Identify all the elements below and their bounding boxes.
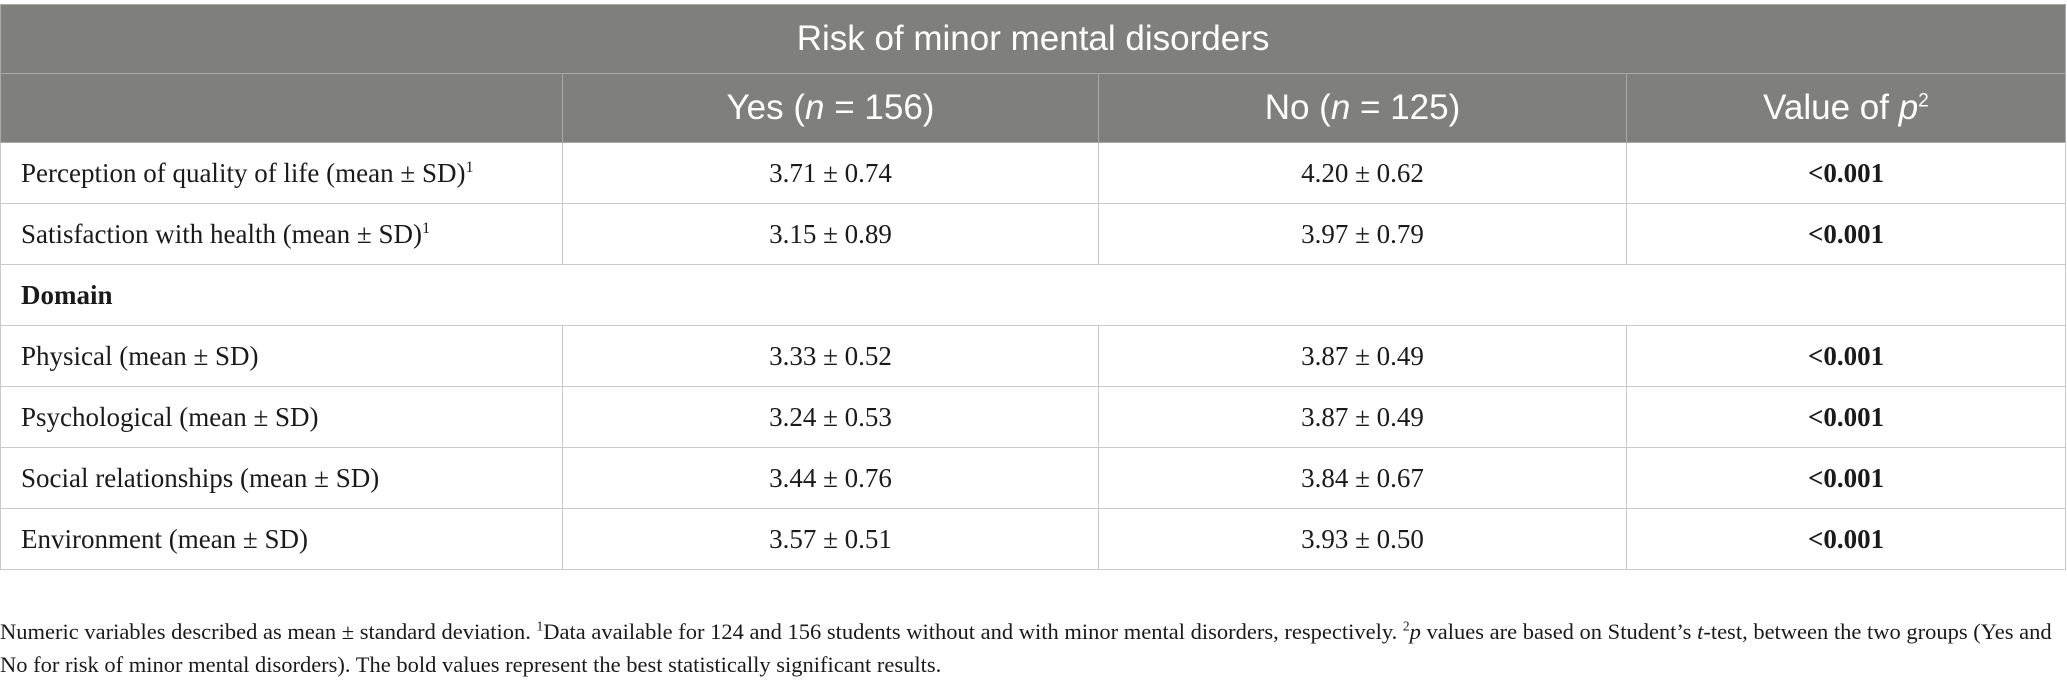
cell-p-value: <0.001 (1625, 508, 2067, 570)
cell-p-value: <0.001 (1625, 203, 2067, 265)
cell-p-value: <0.001 (1625, 386, 2067, 448)
cell-no: 4.20 ± 0.62 (1098, 142, 1627, 204)
row-label: Psychological (mean ± SD) (0, 386, 563, 448)
cell-yes: 3.44 ± 0.76 (562, 447, 1099, 509)
cell-yes: 3.71 ± 0.74 (562, 142, 1099, 204)
cell-no: 3.84 ± 0.67 (1098, 447, 1627, 509)
cell-yes: 3.24 ± 0.53 (562, 386, 1099, 448)
header-no: No (n = 125) (1098, 73, 1627, 143)
cell-yes: 3.33 ± 0.52 (562, 325, 1099, 387)
cell-no: 3.93 ± 0.50 (1098, 508, 1627, 570)
cell-yes: 3.57 ± 0.51 (562, 508, 1099, 570)
header-empty (0, 73, 563, 143)
cell-no: 3.87 ± 0.49 (1098, 386, 1627, 448)
header-p-value: Value of p2 (1625, 73, 2067, 143)
table-row: Perception of quality of life (mean ± SD… (0, 142, 2067, 204)
cell-p-value: <0.001 (1625, 325, 2067, 387)
cell-no: 3.87 ± 0.49 (1098, 325, 1627, 387)
cell-yes: 3.15 ± 0.89 (562, 203, 1099, 265)
table-row: Satisfaction with health (mean ± SD)1 3.… (0, 203, 2067, 265)
table-title: Risk of minor mental disorders (0, 4, 2067, 74)
row-label: Perception of quality of life (mean ± SD… (0, 142, 563, 204)
table-row: Environment (mean ± SD) 3.57 ± 0.51 3.93… (0, 508, 2067, 570)
header-yes: Yes (n = 156) (562, 73, 1099, 143)
results-table: Risk of minor mental disorders Yes (n = … (0, 4, 2067, 570)
section-row: Domain (0, 264, 2067, 326)
table-row: Psychological (mean ± SD) 3.24 ± 0.53 3.… (0, 386, 2067, 448)
table-footnote: Numeric variables described as mean ± st… (0, 618, 2052, 677)
row-label: Satisfaction with health (mean ± SD)1 (0, 203, 563, 265)
cell-no: 3.97 ± 0.79 (1098, 203, 1627, 265)
cell-p-value: <0.001 (1625, 142, 2067, 204)
table-row: Social relationships (mean ± SD) 3.44 ± … (0, 447, 2067, 509)
row-label: Environment (mean ± SD) (0, 508, 563, 570)
cell-p-value: <0.001 (1625, 447, 2067, 509)
row-label: Physical (mean ± SD) (0, 325, 563, 387)
section-heading: Domain (0, 264, 2067, 326)
table-row: Physical (mean ± SD) 3.33 ± 0.52 3.87 ± … (0, 325, 2067, 387)
row-label: Social relationships (mean ± SD) (0, 447, 563, 509)
